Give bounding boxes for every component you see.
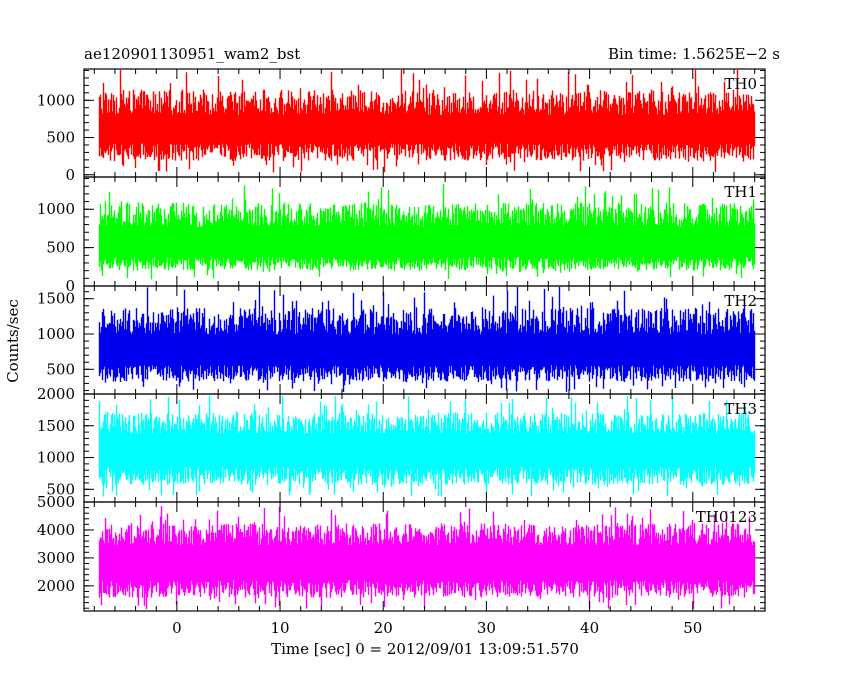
x-tick-label: 40 [580, 619, 599, 637]
y-tick-label: 1000 [37, 200, 75, 218]
series-core-th3 [99, 434, 755, 468]
y-tick-label: 1000 [37, 325, 75, 343]
y-tick-label: 3000 [37, 549, 75, 567]
y-axis-label: Counts/sec [4, 299, 22, 383]
y-tick-label: 0 [65, 277, 75, 295]
x-axis-label: Time [sec] 0 = 2012/09/01 13:09:51.570 [271, 640, 579, 658]
panel-label: TH3 [724, 400, 757, 418]
panel-th2: 500 1000 1500 TH2 [37, 285, 766, 395]
y-tick-label: 1000 [37, 449, 75, 467]
y-tick-label: 2000 [37, 385, 75, 403]
x-tick-label: 20 [374, 619, 393, 637]
chart-title-right: Bin time: 1.5625E−2 s [608, 45, 780, 63]
y-tick-label: 1500 [37, 290, 75, 308]
chart-title-left: ae120901130951_wam2_bst [84, 45, 300, 63]
y-tick-label: 2000 [37, 577, 75, 595]
y-tick-label: 500 [46, 480, 75, 498]
panel-label: TH0 [724, 75, 757, 93]
y-tick-label: 1500 [37, 417, 75, 435]
panel-th1: 0 500 1000 TH1 [37, 176, 766, 295]
series-core-th2 [99, 334, 755, 366]
series-core-th0 [99, 115, 755, 144]
series-core-th1 [99, 226, 755, 257]
y-tick-label: 4000 [37, 521, 75, 539]
x-tick-label: 30 [477, 619, 496, 637]
y-tick-label: 5000 [37, 493, 75, 511]
panel-label: TH1 [724, 183, 757, 201]
panel-th3: 500 1000 1500 2000 TH3 [37, 385, 766, 503]
panel-th0123: 2000 3000 4000 5000 TH0123 [37, 493, 766, 612]
x-tick-label: 50 [683, 619, 702, 637]
panel-label: TH2 [724, 292, 757, 310]
panel-th0: 0 500 1000 TH0 [37, 68, 766, 184]
series-core-th0123 [99, 545, 755, 581]
x-tick-label: 10 [270, 619, 289, 637]
y-tick-label: 500 [46, 239, 75, 257]
y-tick-label: 1000 [37, 91, 75, 109]
y-tick-label: 500 [46, 360, 75, 378]
y-tick-label: 500 [46, 129, 75, 147]
panel-label: TH0123 [696, 508, 757, 526]
y-tick-label: 0 [65, 166, 75, 184]
x-tick-label: 0 [172, 619, 182, 637]
